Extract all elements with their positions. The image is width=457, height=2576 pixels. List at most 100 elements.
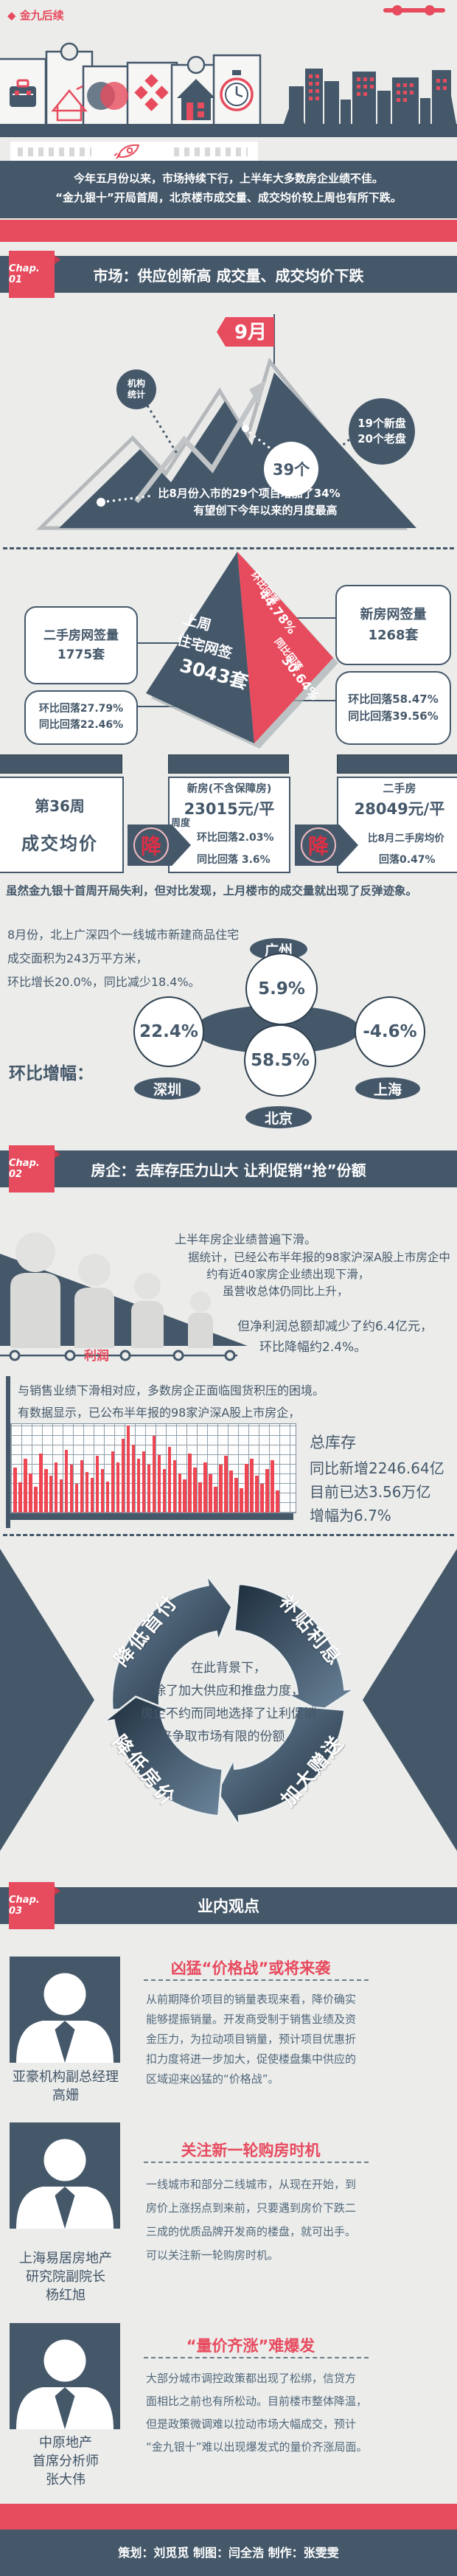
rebound-note: 虽然金九银十首周开局失利，但对比发现，上月楼市的成交量就出现了反弹迹象。 (6, 884, 418, 898)
city-label-shanghai: 上海 (355, 1077, 420, 1100)
city-label-shenzhen: 深圳 (134, 1077, 200, 1100)
slider-handle-icon[interactable] (392, 5, 402, 15)
inventory-bar (28, 1473, 32, 1513)
stat-box-secondhand: 二手房网签量 1775套 (24, 606, 138, 684)
week-price-card: 第36周 成交均价 (0, 777, 124, 873)
inventory-bar (188, 1454, 192, 1513)
person-icon (16, 2139, 114, 2229)
mountain-note: 比8月份入市的29个项目增加了34% (158, 487, 340, 500)
inventory-bar (209, 1474, 212, 1513)
inventory-bar (250, 1459, 254, 1513)
profit-line: 环比降幅约2.4%。 (259, 1340, 367, 1355)
project-mix-circle: 19个新盘 20个老盘 (349, 398, 415, 465)
chapter3-banner: 业内观点 (0, 1887, 457, 1924)
footer-red-stripe (0, 2504, 457, 2530)
inventory-bar (265, 1469, 269, 1513)
inventory-line: 与销售业绩下滑相对应，多数房企正面临囤货积压的困境。 (18, 1384, 325, 1398)
house-icon (177, 79, 215, 120)
stat-source-circle: 机构 统计 (116, 369, 156, 409)
inventory-line: 有数据显示，已公布半年报的98家沪深A股上市房企， (18, 1406, 301, 1420)
accent-bar (6, 1376, 10, 1528)
inventory-bar (116, 1462, 120, 1513)
profit-line: 但净利润总额却减少了约6.4亿元， (237, 1319, 433, 1334)
secondhand-price-card: 二手房 28049元/平 比8月二手房均价 回落0.47% (337, 777, 457, 873)
expert-avatar (10, 1957, 120, 2063)
chapter2-banner: 房企：去库存压力山大 让利促销“抢”份额 (0, 1150, 457, 1187)
svg-text:20个老盘: 20个老盘 (357, 432, 406, 445)
inventory-bar (167, 1447, 172, 1513)
inventory-bar (90, 1478, 94, 1513)
city-value-shenzhen: 22.4% (133, 996, 204, 1067)
inventory-bar (193, 1468, 198, 1513)
mom-growth-label: 环比增幅： (9, 1064, 94, 1083)
profit-line: 虽营收总体仍同比上升， (223, 1285, 349, 1298)
mountain-note: 有望创下今年以来的月度最高 (193, 504, 337, 517)
section-divider (3, 1534, 454, 1536)
project-count-circle: 39个 (264, 442, 318, 496)
side-wedge-right (363, 1549, 457, 1851)
inventory-bar (64, 1450, 69, 1513)
flag-label: 9月 (234, 322, 267, 344)
inventory-bar (38, 1454, 43, 1513)
card-header (337, 754, 457, 774)
tick-strip (18, 147, 91, 156)
expert-avatar (10, 2122, 120, 2229)
inventory-bar (43, 1469, 48, 1513)
profit-line: 据统计，已经公布半年报的98家沪深A股上市房企中 (188, 1251, 450, 1264)
month-flag (226, 317, 274, 347)
person-icon (16, 1973, 114, 2063)
inventory-bar (152, 1436, 156, 1513)
inventory-bar (18, 1482, 22, 1513)
cities-intro-line: 成交面积为243万平方米， (7, 951, 148, 965)
footer-credits: 策划：刘觅觅 制图：闫全浩 制作：张雯雯 (118, 2546, 339, 2560)
inventory-bar (33, 1487, 38, 1513)
slider-decoration[interactable] (383, 5, 445, 15)
inventory-bar (23, 1459, 27, 1513)
building-windows (309, 74, 447, 102)
chapter2-badge[interactable]: Chap. 02 (9, 1145, 60, 1192)
inventory-bar (80, 1460, 84, 1513)
venn-circles-icon (87, 82, 128, 110)
expert-opinion-title: “量价齐涨”难爆发 (186, 2337, 315, 2355)
person-icon (16, 2339, 114, 2429)
inventory-bar (105, 1482, 110, 1513)
expert-opinion-body: 一线城市和部分二线城市，从现在开始，到 房价上涨拐点到来前，只要遇到房价下跌二 三… (146, 2178, 357, 2262)
inventory-bar (54, 1462, 58, 1513)
inventory-bar (142, 1451, 146, 1513)
tick-strip (174, 147, 248, 156)
stopwatch-icon (220, 70, 254, 111)
down-character: 降 (133, 827, 169, 863)
inventory-bar (162, 1469, 167, 1513)
svg-text:统计: 统计 (128, 389, 145, 400)
profit-line: 约有近40家房企业绩出现下滑， (206, 1268, 370, 1281)
side-wedge-left (0, 1549, 94, 1851)
pyramid-red-face (237, 552, 333, 743)
promotion-cycle-diagram (0, 1549, 457, 1851)
chapter3-title: 业内观点 (198, 1898, 259, 1915)
cities-intro-line: 8月份，北上广深四个一线城市新建商品住宅 (7, 928, 240, 942)
inventory-bar (59, 1479, 63, 1513)
inventory-bar (157, 1455, 161, 1513)
ticket-notch (186, 55, 206, 74)
title-underline (144, 2162, 369, 2163)
expert-name: 亚豪机构副总经理 高姗 (13, 2069, 119, 2103)
card-header (168, 754, 289, 774)
inventory-bar (131, 1445, 136, 1513)
chart-axis-bar (6, 1513, 293, 1520)
stat-box-newhome-change: 环比回落58.47% 同比回落39.56% (335, 671, 451, 745)
inventory-bar (147, 1465, 151, 1513)
red-stripe (0, 220, 457, 242)
inventory-bar (126, 1426, 130, 1513)
chapter3-badge[interactable]: Chap. 03 (9, 1882, 60, 1929)
slider-handle-icon[interactable] (425, 5, 435, 15)
expert-opinion-body: 从前期降价项目的销量表现来看，降价确实 能够提振销量。开发商受制于销售业绩及资 金… (146, 1993, 357, 2086)
people-silhouettes (10, 1232, 213, 1348)
page-title: ◆ 金九后续 (7, 9, 64, 22)
chapter1-badge[interactable]: Chap. 01 (9, 251, 60, 298)
expert-opinion-title: 凶猛“价格战”或将来袭 (170, 1959, 331, 1977)
city-value-beijing: 58.5% (244, 1024, 316, 1097)
inventory-bar (214, 1487, 217, 1513)
house-outline-icon (51, 85, 88, 122)
inventory-bar (49, 1476, 53, 1513)
